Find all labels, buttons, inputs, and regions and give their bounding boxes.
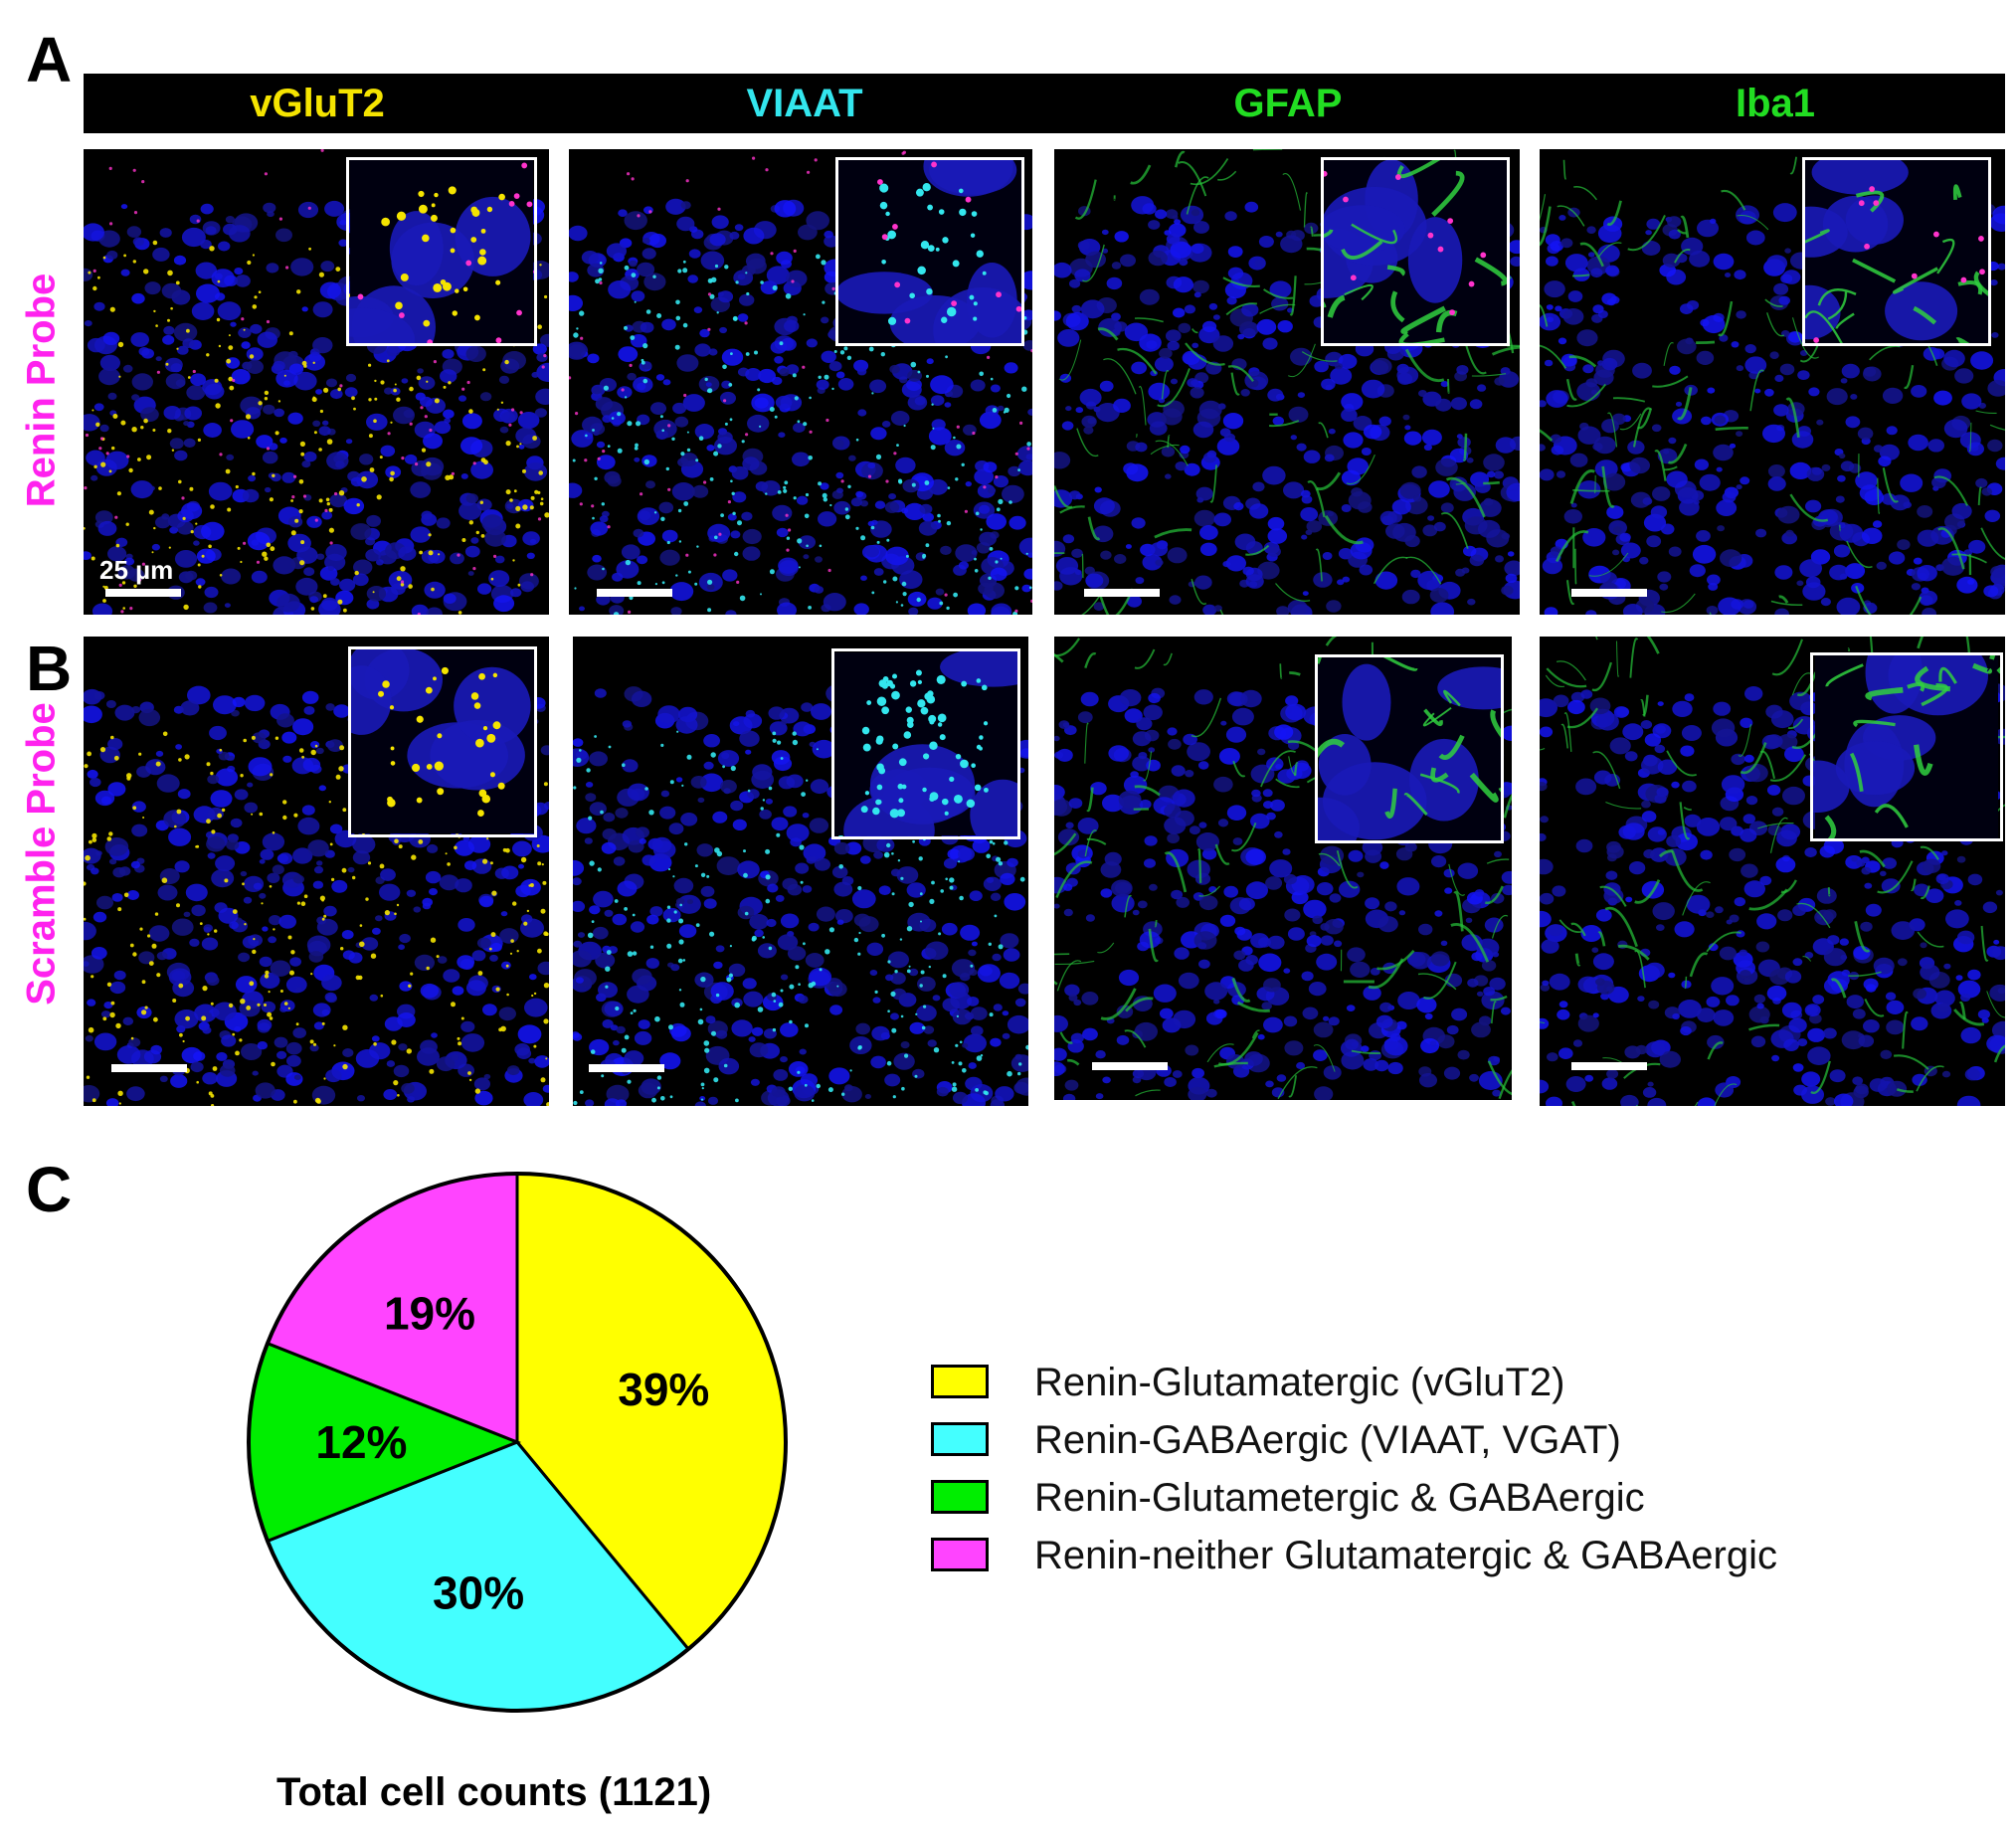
inset-texture: [349, 160, 533, 343]
pie-slice-label: 19%: [384, 1288, 475, 1340]
inset-scramble-gfap: [1315, 654, 1504, 843]
pie-chart-svg: 39% 30% 12% 19%: [247, 1172, 788, 1713]
pie-outline: [247, 1172, 788, 1713]
pie-slice-label: 12%: [315, 1416, 407, 1468]
panel-letter-a: A: [26, 24, 73, 95]
inset-texture: [1813, 655, 2000, 838]
legend-label: Renin-neither Glutamatergic & GABAergic: [1034, 1534, 1777, 1577]
scale-bar: [105, 589, 181, 597]
panel-letter-b: B: [26, 633, 73, 704]
micrograph-renin-gfap: [1054, 149, 1520, 615]
scale-bar: [1092, 1062, 1168, 1070]
inset-renin-viaat: [835, 157, 1024, 346]
legend-swatch: [931, 1538, 989, 1571]
inset-texture: [1318, 657, 1501, 840]
inset-texture: [351, 649, 534, 833]
inset-renin-gfap: [1321, 157, 1510, 346]
column-label-gfap: GFAP: [1233, 82, 1343, 125]
inset-renin-iba1: [1802, 157, 1991, 346]
inset-scramble-viaat: [831, 648, 1020, 839]
panel-letter-c: C: [26, 1154, 73, 1225]
inset-texture: [1324, 160, 1507, 343]
scale-bar: [597, 589, 672, 597]
micrograph-texture: [1054, 637, 1512, 1100]
legend-label: Renin-GABAergic (VIAAT, VGAT): [1034, 1418, 1621, 1462]
row-label-renin-probe: Renin Probe: [19, 273, 64, 508]
column-label-iba1: Iba1: [1735, 82, 1816, 125]
pie-chart-title: Total cell counts (1121): [276, 1770, 712, 1814]
scale-bar: [111, 1064, 187, 1072]
inset-renin-vglut2: [346, 157, 537, 346]
scale-bar-label: 25 µm: [99, 555, 174, 585]
scale-bar: [589, 1064, 664, 1072]
scale-bar: [1571, 1062, 1647, 1070]
pie-slice-label: 30%: [433, 1567, 524, 1619]
legend-swatch: [931, 1365, 989, 1398]
legend-label: Renin-Glutametergic & GABAergic: [1034, 1476, 1645, 1520]
column-label-viaat: VIAAT: [746, 82, 863, 125]
pie-chart: 39% 30% 12% 19%: [239, 1164, 796, 1721]
scale-bar: [1084, 589, 1160, 597]
row-label-scramble-probe: Scramble Probe: [19, 702, 64, 1006]
column-header-bar: vGluT2 VIAAT GFAP Iba1: [84, 74, 2005, 133]
legend-swatch: [931, 1480, 989, 1514]
legend-swatch: [931, 1422, 989, 1456]
scale-bar: [1571, 589, 1647, 597]
legend-label: Renin-Glutamatergic (vGluT2): [1034, 1361, 1565, 1404]
inset-scramble-iba1: [1810, 652, 2003, 841]
column-label-vglut2: vGluT2: [250, 82, 385, 125]
pie-slice-label: 39%: [618, 1364, 709, 1415]
inset-scramble-vglut2: [348, 646, 537, 837]
micrograph-texture: [1054, 149, 1520, 615]
inset-texture: [1805, 160, 1988, 343]
inset-texture: [838, 160, 1021, 343]
inset-texture: [834, 651, 1017, 836]
